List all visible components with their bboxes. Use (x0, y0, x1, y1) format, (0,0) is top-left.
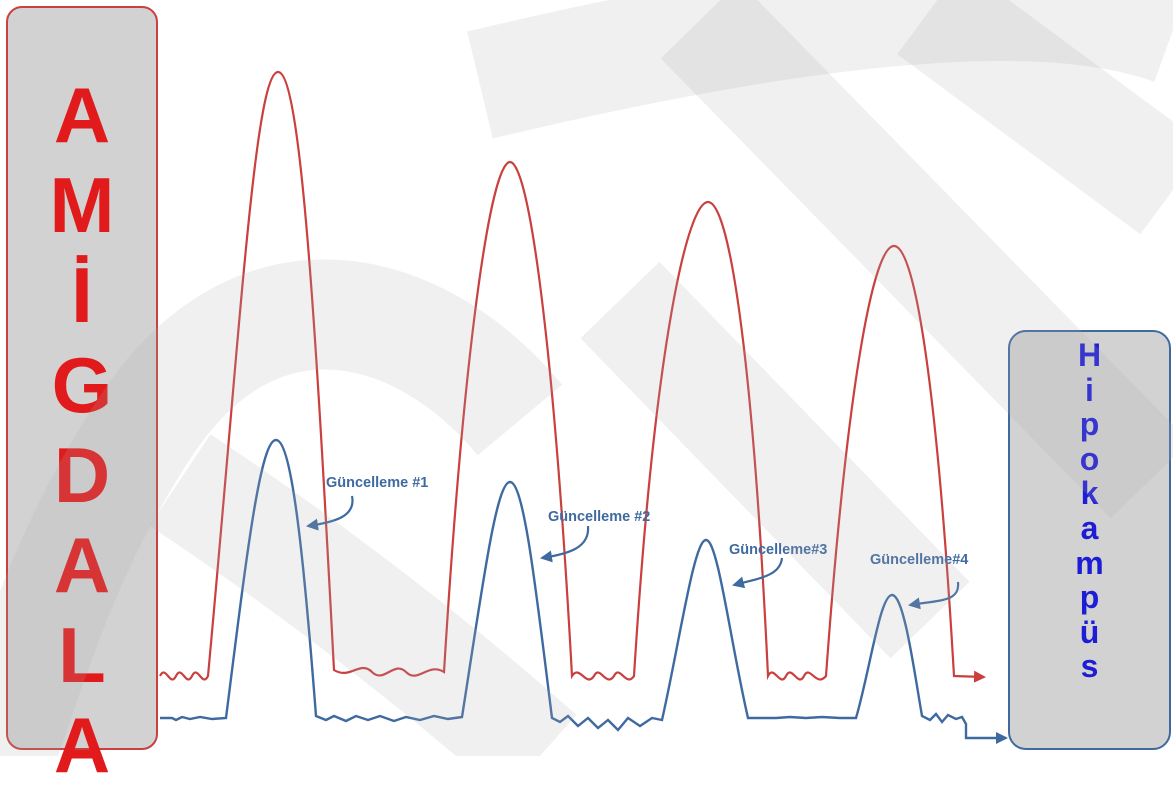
update-label-1: Güncelleme #1 (326, 475, 428, 491)
amygdala-letter: G (51, 341, 113, 429)
amygdala-letter: A (53, 71, 111, 159)
amygdala-letter: L (58, 611, 106, 699)
update-label-3: Güncelleme#3 (729, 542, 827, 558)
amygdala-letter: M (49, 161, 115, 249)
update-arrows (306, 495, 960, 610)
amygdala-letter: D (53, 431, 111, 519)
hippocampus-letter: p (1079, 579, 1100, 616)
hippocampus-letter: p (1079, 406, 1100, 443)
hippocampus-letter: ü (1079, 613, 1100, 650)
red-signal-trace (159, 70, 986, 683)
update-label-2: Güncelleme #2 (548, 509, 650, 525)
hippocampus-letter: k (1080, 475, 1099, 512)
amygdala-label: A M İ G D A L A (6, 70, 158, 790)
hippocampus-letter: m (1075, 544, 1104, 581)
hippocampus-box (1008, 330, 1171, 750)
hippocampus-letter: o (1079, 440, 1100, 477)
blue-signal-trace (160, 438, 1008, 744)
amygdala-letter: İ (71, 251, 93, 339)
signal-diagram: Güncelleme #1 Güncelleme #2 Güncelleme#3… (159, 70, 1008, 744)
hippocampus-letter: i (1085, 371, 1094, 408)
amygdala-letter: A (53, 521, 111, 609)
update-label-4: Güncelleme#4 (870, 552, 968, 568)
hippocampus-label: H i p o k a m p ü s (1008, 338, 1171, 684)
hippocampus-letter: s (1080, 648, 1099, 685)
amygdala-box (6, 6, 158, 750)
hippocampus-letter: H (1077, 337, 1102, 373)
hippocampus-letter: a (1080, 509, 1099, 546)
amygdala-letter: A (53, 701, 111, 789)
